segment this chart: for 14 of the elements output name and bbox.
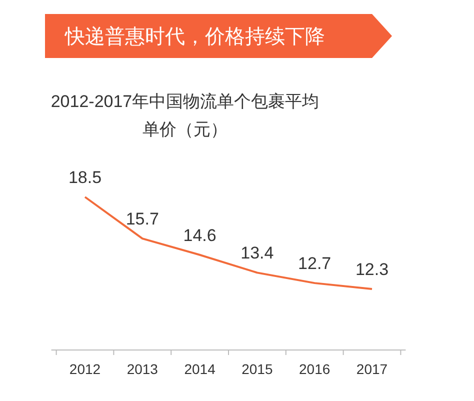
data-label: 13.4: [240, 244, 274, 263]
x-tick-label: 2012: [69, 361, 101, 377]
data-label: 12.7: [298, 254, 332, 274]
chart-subtitle: 2012-2017年中国物流单个包裹平均单价（元）: [50, 91, 320, 141]
x-tick-label: 2016: [299, 361, 330, 377]
x-tick-label: 2014: [184, 361, 216, 377]
x-tick-label: 2015: [242, 361, 273, 377]
data-label: 18.5: [68, 168, 102, 187]
data-label: 14.6: [183, 226, 216, 245]
chart-title: 快递普惠时代，价格持续下降: [64, 25, 325, 48]
x-tick-label: 2017: [356, 361, 388, 377]
data-label: 15.7: [126, 210, 159, 229]
data-label: 12.3: [355, 260, 389, 279]
x-tick-label: 2013: [126, 361, 158, 377]
